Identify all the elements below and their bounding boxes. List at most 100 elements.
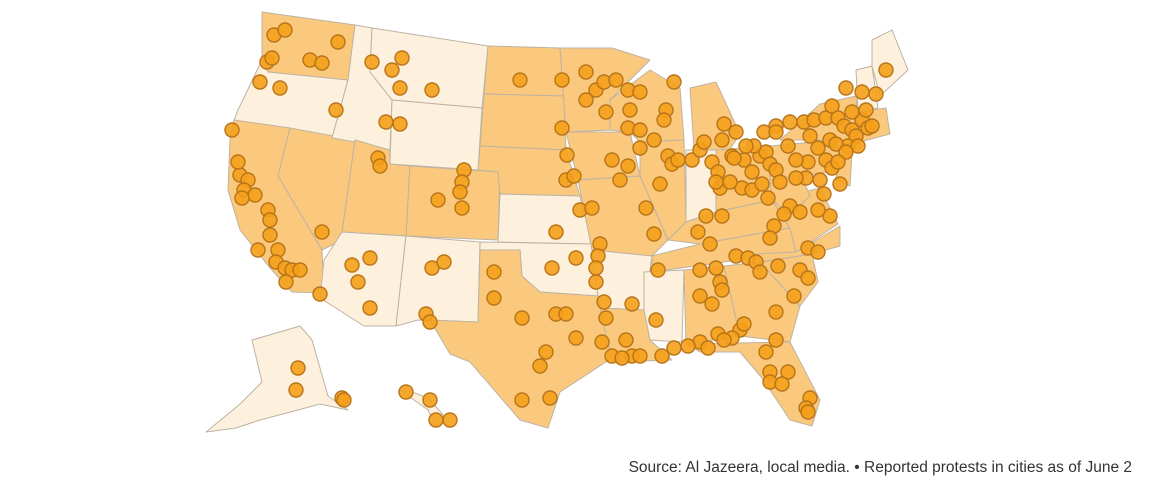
protest-dot (588, 260, 604, 276)
protest-dot (638, 200, 654, 216)
source-text: Source: Al Jazeera, local media. (628, 459, 850, 476)
protest-dot (666, 74, 682, 90)
protest-dot (277, 22, 293, 38)
state-south-dakota (479, 93, 567, 151)
protest-dot (716, 332, 732, 348)
protest-dot (578, 64, 594, 80)
protest-dot (800, 270, 816, 286)
protest-dot (704, 296, 720, 312)
protest-dot (854, 84, 870, 100)
protest-dot (486, 264, 502, 280)
state-maine (871, 29, 909, 97)
protest-dot (424, 260, 440, 276)
map-caption: Source: Al Jazeera, local media. • Repor… (629, 459, 1132, 477)
protest-dot (554, 72, 570, 88)
protest-dot (832, 176, 848, 192)
protest-dot (776, 206, 792, 222)
protest-dot (618, 332, 634, 348)
protest-dot (788, 170, 804, 186)
protest-dot (568, 250, 584, 266)
protest-dot (878, 62, 894, 78)
protest-dot (858, 102, 874, 118)
protest-dot (786, 288, 802, 304)
protest-dot (632, 122, 648, 138)
protest-dot (362, 250, 378, 266)
protest-dot (422, 314, 438, 330)
protest-dot (762, 230, 778, 246)
protest-dot (830, 154, 846, 170)
protest-dot (486, 290, 502, 306)
protest-dot (670, 152, 686, 168)
protest-dot (398, 384, 414, 400)
protest-dot (454, 200, 470, 216)
protest-dot (362, 300, 378, 316)
protest-dot (650, 262, 666, 278)
protest-dot (722, 174, 738, 190)
protest-dot (716, 116, 732, 132)
protest-dot (278, 274, 294, 290)
protest-dot (802, 128, 818, 144)
protest-dot (656, 112, 672, 128)
separator-bullet: • (854, 459, 860, 476)
protest-dot (800, 404, 816, 420)
protest-dot (632, 348, 648, 364)
protest-dot (648, 312, 664, 328)
protest-dot (632, 84, 648, 100)
protest-dot (824, 98, 840, 114)
protest-dot (780, 138, 796, 154)
protest-dot (768, 124, 784, 140)
protest-dot (708, 174, 724, 190)
protest-dot (838, 144, 854, 160)
protest-dot (292, 262, 308, 278)
protest-dot (604, 152, 620, 168)
protest-dot (614, 350, 630, 366)
protest-dot (754, 176, 770, 192)
protest-dot (230, 154, 246, 170)
protest-dot (792, 204, 808, 220)
protest-dot (290, 360, 306, 376)
protest-dot (288, 382, 304, 398)
protest-dot (378, 114, 394, 130)
protest-dot (622, 102, 638, 118)
protest-dot (692, 288, 708, 304)
protest-dot (598, 310, 614, 326)
protest-dot (624, 296, 640, 312)
protest-dot (684, 152, 700, 168)
protest-dot (768, 304, 784, 320)
protest-dot (632, 140, 648, 156)
protest-dot (559, 147, 575, 163)
protest-dot (788, 152, 804, 168)
protest-dot (850, 138, 866, 154)
protest-dot (514, 392, 530, 408)
protest-dot (314, 224, 330, 240)
protest-dot (774, 376, 790, 392)
protest-dot (752, 264, 768, 280)
protest-dot (250, 242, 266, 258)
protest-dot (620, 158, 636, 174)
protest-dot (234, 190, 250, 206)
protest-dot (828, 136, 844, 152)
protest-dot (646, 132, 662, 148)
protest-dot (744, 164, 760, 180)
protest-dot (864, 118, 880, 134)
protest-dot (714, 208, 730, 224)
state-colorado (405, 165, 501, 241)
protest-dot (512, 72, 528, 88)
protest-dot (690, 224, 706, 240)
protest-dot (372, 158, 388, 174)
protest-dot (224, 122, 240, 138)
protest-dot (738, 138, 754, 154)
protest-dot (262, 227, 278, 243)
protest-dot (558, 306, 574, 322)
protest-dot (328, 102, 344, 118)
protest-dot (838, 80, 854, 96)
protest-dot (736, 316, 752, 332)
protest-dot (392, 80, 408, 96)
protest-dot (816, 186, 832, 202)
protest-dot (698, 208, 714, 224)
state-kansas (497, 193, 593, 245)
protest-dot (344, 257, 360, 273)
protest-dot (384, 62, 400, 78)
protest-dots (224, 22, 894, 428)
protest-dot (272, 80, 288, 96)
